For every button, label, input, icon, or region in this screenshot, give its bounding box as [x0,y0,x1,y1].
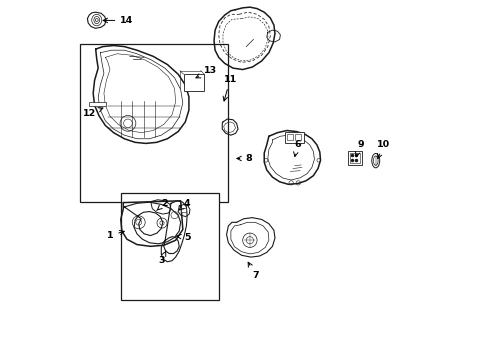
Text: 13: 13 [196,66,217,78]
Text: 1: 1 [106,230,124,240]
Bar [80,44,228,202]
Text: 7: 7 [248,262,258,279]
Text: 10: 10 [376,140,389,158]
Bar [295,134,301,140]
Text: 2: 2 [156,199,168,211]
Text: 8: 8 [236,154,252,163]
Bar [349,153,360,163]
Text: 12: 12 [83,108,102,118]
Bar [121,193,219,300]
Text: 3: 3 [158,251,166,265]
Bar [348,151,362,165]
Text: 11: 11 [223,75,236,101]
Bar [183,74,204,91]
Text: 6: 6 [293,140,300,157]
Bar [180,208,186,212]
Text: 5: 5 [176,233,190,242]
Text: 4: 4 [179,199,190,210]
Bar [88,102,105,106]
Text: 9: 9 [355,140,363,157]
Text: 14: 14 [103,16,133,25]
Bar [284,132,304,143]
Bar [286,134,292,140]
